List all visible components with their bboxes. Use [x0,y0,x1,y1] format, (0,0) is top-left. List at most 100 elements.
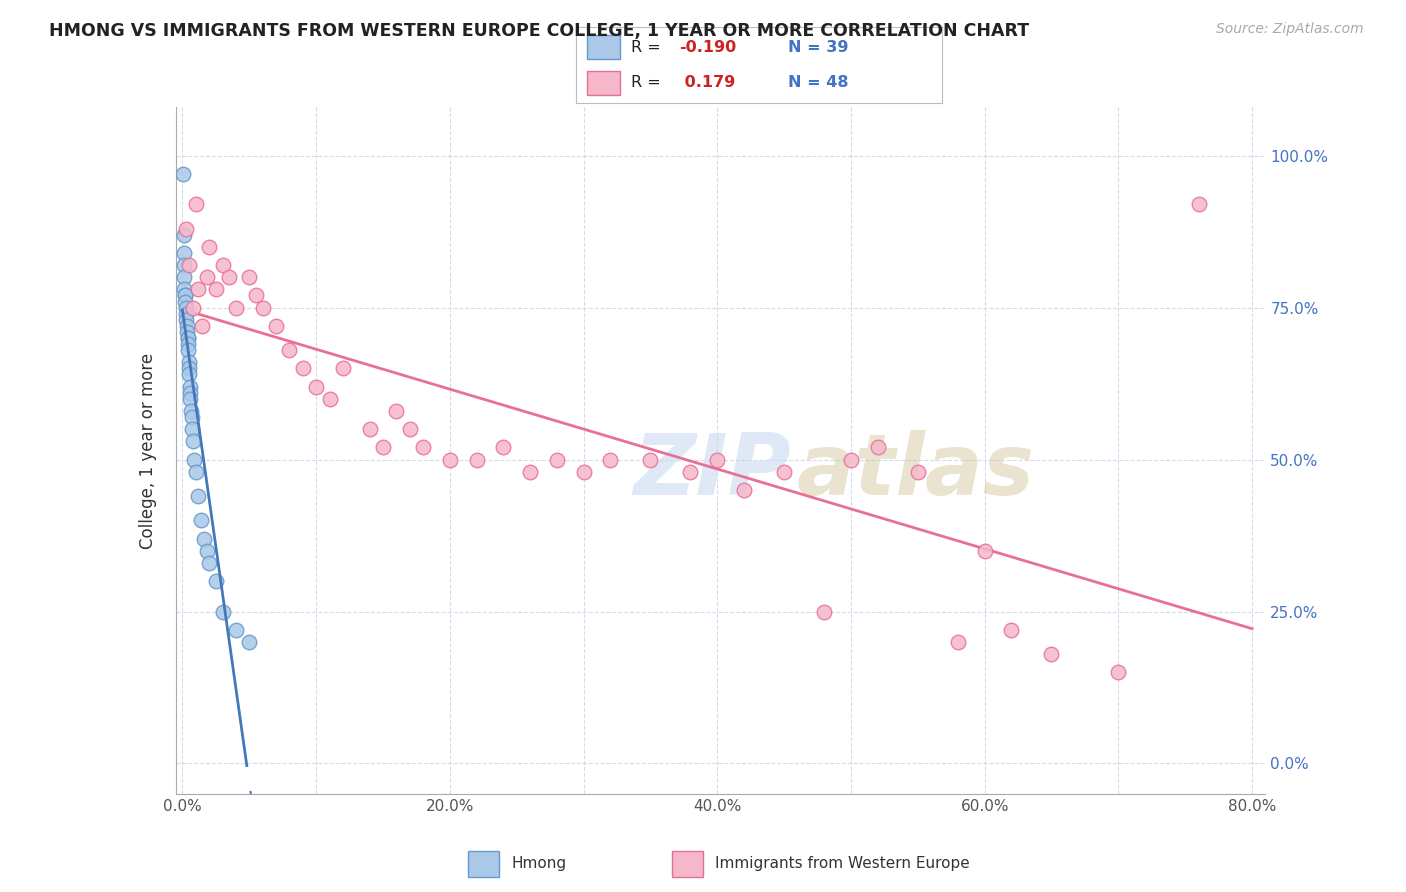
Point [173,227,195,242]
Point [946,635,969,649]
Point [359,422,381,436]
Point [245,288,267,302]
Text: N = 48: N = 48 [789,75,849,90]
Point [180,410,202,425]
Point [174,307,197,321]
FancyBboxPatch shape [588,70,620,95]
Point [211,605,233,619]
Point [173,288,195,302]
Point [225,301,247,315]
Point [332,361,354,376]
Point [412,441,434,455]
Point [519,465,541,479]
Point [179,258,201,272]
Text: Source: ZipAtlas.com: Source: ZipAtlas.com [1216,22,1364,37]
Point [813,605,835,619]
Point [238,270,260,285]
Point [238,635,260,649]
Point [177,355,200,369]
FancyBboxPatch shape [468,851,499,877]
Point [179,368,201,382]
Point [773,465,796,479]
Point [190,513,212,527]
Point [179,392,201,406]
Point [492,441,515,455]
Point [176,221,198,235]
Point [839,452,862,467]
Point [907,465,929,479]
Text: -0.190: -0.190 [679,40,737,54]
Point [205,574,228,589]
Point [173,282,195,296]
Text: ZIP: ZIP [633,430,792,513]
Point [174,301,197,315]
Point [179,385,201,400]
Point [371,441,394,455]
Point [866,441,889,455]
Point [179,379,201,393]
Point [172,167,194,181]
Text: R =: R = [631,40,666,54]
Point [195,543,218,558]
Point [1000,623,1022,637]
Point [181,434,204,449]
Point [706,452,728,467]
Text: R =: R = [631,75,666,90]
Point [195,270,218,285]
Text: Hmong: Hmong [512,855,567,871]
Point [278,343,301,358]
Point [181,301,204,315]
Point [465,452,488,467]
Point [225,623,247,637]
Point [176,325,198,339]
Point [572,465,595,479]
Point [398,422,420,436]
FancyBboxPatch shape [588,35,620,60]
FancyBboxPatch shape [672,851,703,877]
Point [180,404,202,418]
Point [173,246,195,260]
Point [174,288,197,302]
Text: N = 39: N = 39 [789,40,849,54]
Point [174,294,197,309]
Point [211,258,233,272]
Point [291,361,314,376]
Point [973,543,995,558]
Point [181,422,204,436]
Point [264,318,287,333]
Point [177,337,200,351]
Point [184,197,207,211]
Point [1040,647,1063,661]
Point [439,452,461,467]
Point [187,489,209,503]
Y-axis label: College, 1 year or more: College, 1 year or more [139,352,157,549]
Text: atlas: atlas [797,430,1035,513]
Point [184,465,207,479]
Point [385,404,408,418]
Point [198,240,221,254]
Point [173,258,195,272]
Text: 0.179: 0.179 [679,75,735,90]
Point [318,392,340,406]
Point [205,282,228,296]
Point [733,483,755,497]
Point [176,331,198,345]
Point [183,452,205,467]
Point [218,270,240,285]
Text: Immigrants from Western Europe: Immigrants from Western Europe [716,855,970,871]
Point [252,301,274,315]
Point [679,465,702,479]
Point [305,379,328,393]
Point [546,452,568,467]
Point [179,361,201,376]
Point [193,532,215,546]
Point [1107,665,1129,680]
Point [176,312,198,326]
Text: HMONG VS IMMIGRANTS FROM WESTERN EUROPE COLLEGE, 1 YEAR OR MORE CORRELATION CHAR: HMONG VS IMMIGRANTS FROM WESTERN EUROPE … [49,22,1029,40]
Point [599,452,621,467]
Point [187,282,209,296]
Point [198,556,221,570]
Point [177,331,200,345]
Point [177,343,200,358]
Point [173,270,195,285]
